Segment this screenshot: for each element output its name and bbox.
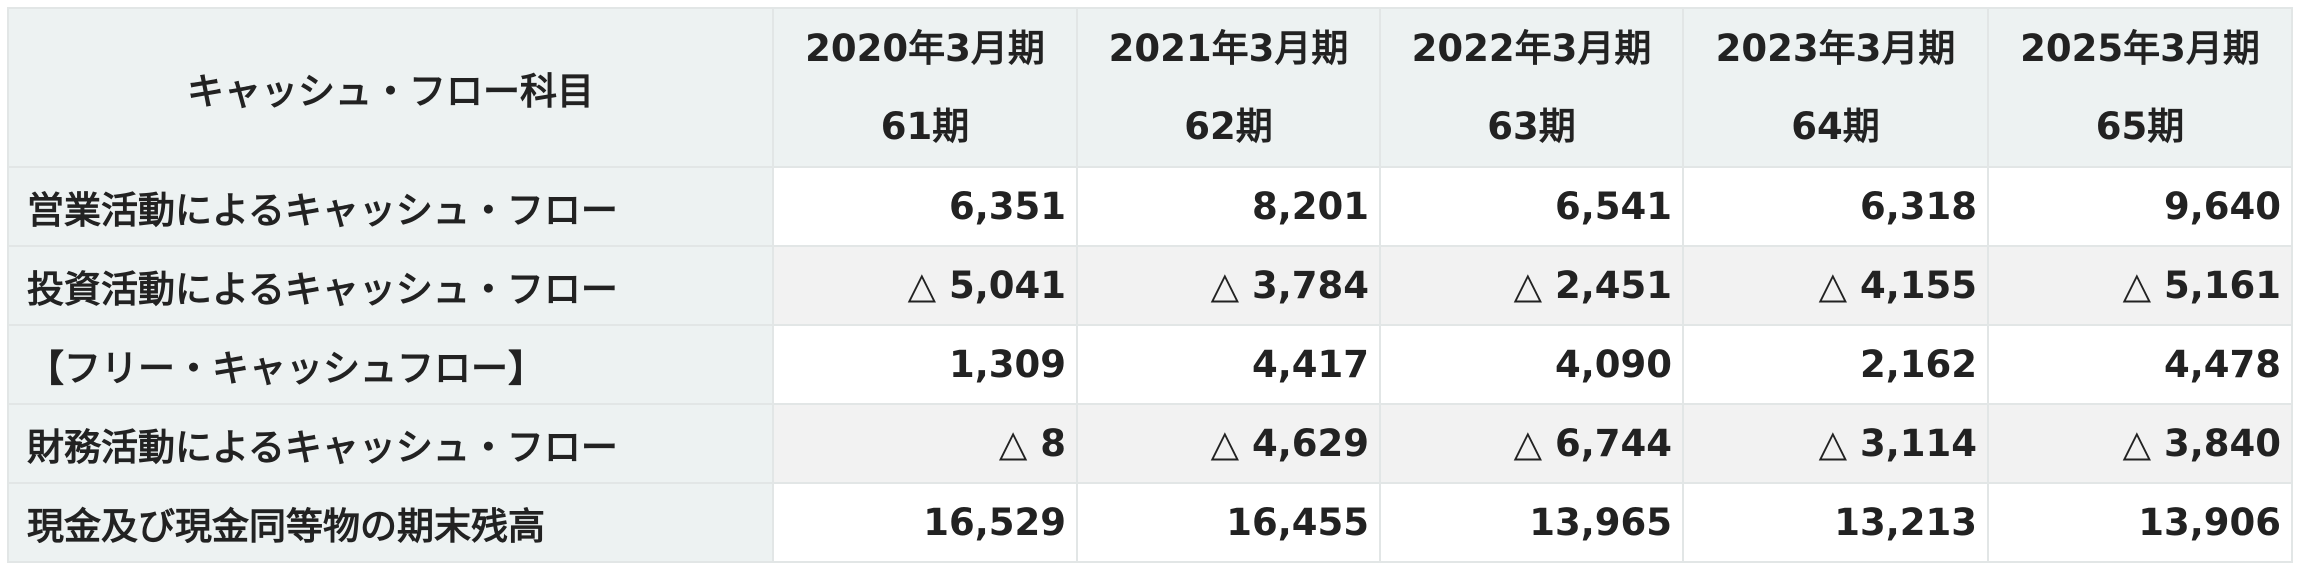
cell-value: 1,309 [772, 324, 1078, 405]
cell-value: 8,201 [1076, 166, 1381, 247]
cell-value: △ 4,155 [1682, 245, 1989, 326]
cell-value: 16,529 [772, 482, 1078, 563]
cell-value: 13,213 [1682, 482, 1989, 563]
data-row: 営業活動によるキャッシュ・フロー 6,351 8,201 6,541 6,318 9,64… [7, 166, 2293, 247]
data-row: 現金及び現金同等物の期末残高 16,529 16,455 13,965 13,213 13… [7, 482, 2293, 563]
cell-value: △ 3,114 [1682, 403, 1989, 484]
cell-value: 6,318 [1682, 166, 1989, 247]
cell-value: △ 3,784 [1076, 245, 1381, 326]
term: 61期 [880, 104, 970, 148]
cell-value: △ 5,041 [772, 245, 1078, 326]
column-header: 2022年3月期 63期 [1379, 7, 1684, 168]
term: 62期 [1184, 104, 1273, 148]
period: 2025年3月期 [2020, 26, 2260, 70]
column-header: 2020年3月期 61期 [772, 7, 1078, 168]
data-row: 【フリー・キャッシュフロー】 1,309 4,417 4,090 2,162 4,478 [7, 324, 2293, 405]
row-label: 営業活動によるキャッシュ・フロー [7, 166, 774, 247]
cell-value: △ 8 [772, 403, 1078, 484]
cell-value: △ 3,840 [1987, 403, 2293, 484]
cell-value: △ 4,629 [1076, 403, 1381, 484]
cell-value: 13,965 [1379, 482, 1684, 563]
row-label: 財務活動によるキャッシュ・フロー [7, 403, 774, 484]
cell-value: 16,455 [1076, 482, 1381, 563]
data-row: 財務活動によるキャッシュ・フロー △ 8 △ 4,629 △ 6,744 △ 3,114… [7, 403, 2293, 484]
cell-value: 6,351 [772, 166, 1078, 247]
column-header: 2023年3月期 64期 [1682, 7, 1989, 168]
row-label: 現金及び現金同等物の期末残高 [7, 482, 774, 563]
cell-value: 4,090 [1379, 324, 1684, 405]
term: 65期 [2095, 104, 2185, 148]
cell-value: △ 2,451 [1379, 245, 1684, 326]
cash-flow-table: キャッシュ・フロー科目 2020年3月期 61期 2021年3月期 62期 2022年3… [7, 7, 2293, 563]
period: 2023年3月期 [1715, 26, 1956, 70]
row-label: 【フリー・キャッシュフロー】 [7, 324, 774, 405]
cell-value: △ 6,744 [1379, 403, 1684, 484]
column-header: 2025年3月期 65期 [1987, 7, 2293, 168]
cell-value: 13,906 [1987, 482, 2293, 563]
row-label: 投資活動によるキャッシュ・フロー [7, 245, 774, 326]
data-row: 投資活動によるキャッシュ・フロー △ 5,041 △ 3,784 △ 2,451 △ 4… [7, 245, 2293, 326]
cell-value: 6,541 [1379, 166, 1684, 247]
cell-value: 9,640 [1987, 166, 2293, 247]
column-header: 2021年3月期 62期 [1076, 7, 1381, 168]
term: 63期 [1487, 104, 1576, 148]
period: 2020年3月期 [805, 26, 1045, 70]
period: 2022年3月期 [1411, 26, 1652, 70]
cell-value: 4,417 [1076, 324, 1381, 405]
cell-value: 4,478 [1987, 324, 2293, 405]
cell-value: △ 5,161 [1987, 245, 2293, 326]
header-row: キャッシュ・フロー科目 2020年3月期 61期 2021年3月期 62期 2022年3… [7, 7, 2293, 168]
cell-value: 2,162 [1682, 324, 1989, 405]
term: 64期 [1791, 104, 1880, 148]
period: 2021年3月期 [1108, 26, 1349, 70]
corner-header: キャッシュ・フロー科目 [7, 7, 774, 168]
